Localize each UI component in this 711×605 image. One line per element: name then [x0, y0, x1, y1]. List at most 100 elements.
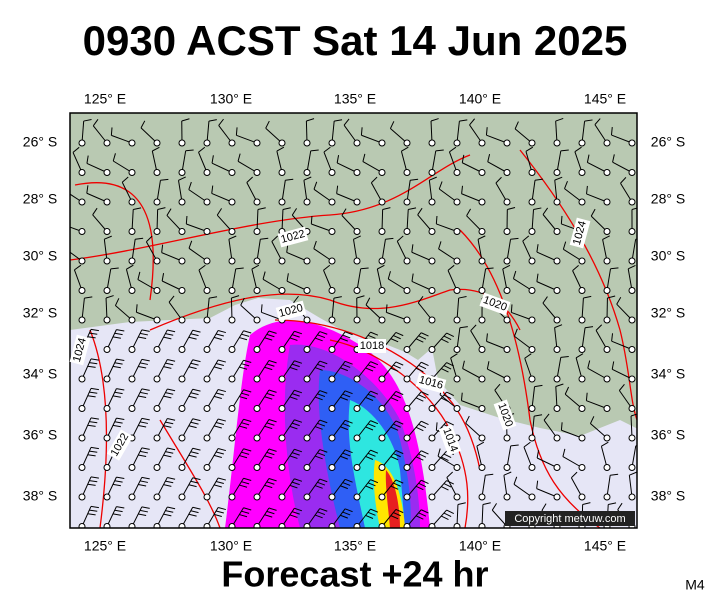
- station: [204, 140, 210, 146]
- station: [429, 170, 435, 176]
- station: [379, 140, 385, 146]
- station: [604, 258, 610, 264]
- station: [629, 465, 635, 471]
- barb-feather: [261, 304, 262, 312]
- station: [504, 465, 510, 471]
- station: [404, 376, 410, 382]
- station: [79, 140, 85, 146]
- station: [504, 347, 510, 353]
- station: [79, 288, 85, 294]
- station: [629, 199, 635, 205]
- station: [604, 406, 610, 412]
- station: [479, 199, 485, 205]
- station: [429, 258, 435, 264]
- contour-label-text: 1018: [360, 340, 384, 352]
- station: [379, 465, 385, 471]
- barb-feather: [511, 304, 512, 312]
- copyright: Copyright metvuw.com: [514, 513, 625, 525]
- station: [529, 376, 535, 382]
- lon-label: 125° E: [84, 91, 126, 107]
- station: [329, 376, 335, 382]
- station: [229, 465, 235, 471]
- station: [554, 170, 560, 176]
- station: [154, 435, 160, 441]
- station: [254, 288, 260, 294]
- station: [604, 376, 610, 382]
- lat-label: 36° S: [651, 427, 685, 443]
- station: [429, 288, 435, 294]
- station: [379, 317, 385, 323]
- station: [329, 140, 335, 146]
- station: [379, 406, 385, 412]
- station: [129, 288, 135, 294]
- station: [154, 199, 160, 205]
- lat-label: 36° S: [23, 427, 57, 443]
- station: [404, 258, 410, 264]
- station: [279, 140, 285, 146]
- station: [254, 199, 260, 205]
- station: [629, 376, 635, 382]
- station: [254, 229, 260, 235]
- station: [279, 170, 285, 176]
- station: [229, 317, 235, 323]
- station: [504, 376, 510, 382]
- lon-label: 130° E: [210, 91, 252, 107]
- station: [79, 435, 85, 441]
- station: [279, 435, 285, 441]
- station: [354, 435, 360, 441]
- station: [229, 199, 235, 205]
- lat-label: 38° S: [651, 488, 685, 504]
- station: [454, 465, 460, 471]
- station: [429, 229, 435, 235]
- station: [254, 347, 260, 353]
- station: [529, 199, 535, 205]
- station: [629, 317, 635, 323]
- station: [404, 465, 410, 471]
- station: [504, 494, 510, 500]
- station: [354, 406, 360, 412]
- station: [279, 494, 285, 500]
- station: [429, 140, 435, 146]
- barb-feather: [561, 422, 562, 430]
- barb-feather: [111, 127, 112, 135]
- station: [304, 376, 310, 382]
- station: [129, 170, 135, 176]
- station: [429, 406, 435, 412]
- station: [254, 140, 260, 146]
- title: 0930 ACST Sat 14 Jun 2025: [83, 17, 628, 64]
- station: [629, 494, 635, 500]
- lat-label: 34° S: [651, 366, 685, 382]
- barb-feather: [561, 216, 562, 224]
- station: [254, 494, 260, 500]
- station: [504, 258, 510, 264]
- station: [279, 288, 285, 294]
- station: [104, 317, 110, 323]
- station: [454, 376, 460, 382]
- station: [304, 288, 310, 294]
- station: [404, 229, 410, 235]
- station: [129, 258, 135, 264]
- station: [204, 435, 210, 441]
- lat-label: 26° S: [23, 134, 57, 150]
- station: [179, 465, 185, 471]
- station: [579, 317, 585, 323]
- station: [454, 406, 460, 412]
- station: [104, 406, 110, 412]
- map-area: [61, 110, 643, 530]
- station: [154, 465, 160, 471]
- station: [104, 199, 110, 205]
- station: [79, 317, 85, 323]
- station: [579, 465, 585, 471]
- lat-label: 28° S: [651, 191, 685, 207]
- station: [129, 347, 135, 353]
- station: [279, 199, 285, 205]
- station: [179, 288, 185, 294]
- station: [579, 376, 585, 382]
- station: [104, 229, 110, 235]
- station: [154, 288, 160, 294]
- station: [379, 229, 385, 235]
- station: [179, 229, 185, 235]
- barb-feather: [386, 304, 387, 312]
- station: [379, 258, 385, 264]
